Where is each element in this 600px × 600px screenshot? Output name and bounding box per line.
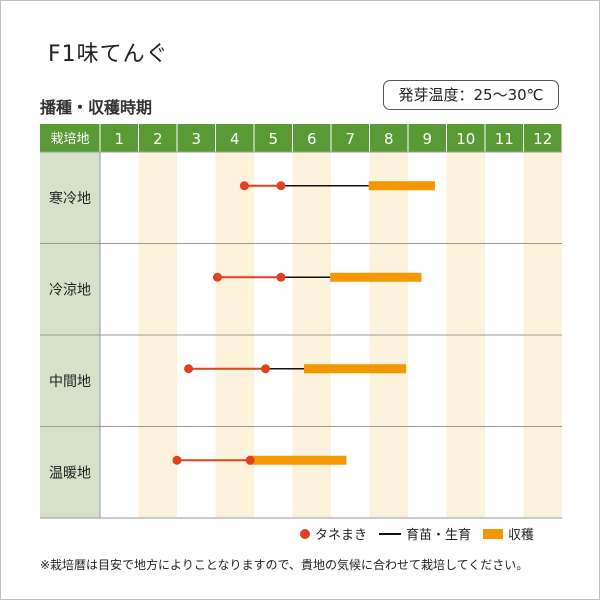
month-label: 11: [495, 130, 514, 148]
header-bar: [40, 124, 562, 152]
month-label: 9: [422, 130, 432, 148]
month-label: 3: [191, 130, 201, 148]
harvest-bar: [330, 272, 422, 282]
month-label: 12: [533, 130, 552, 148]
sowing-start-dot: [239, 181, 249, 191]
sowing-start-dot: [212, 272, 222, 282]
legend-label-harvest: 収穫: [508, 528, 535, 543]
page-title: F1味てんぐ: [48, 42, 169, 67]
month-label: 7: [345, 130, 355, 148]
month-label: 1: [114, 130, 124, 148]
sowing-end-dot: [245, 455, 255, 465]
legend-label-sowing: タネまき: [315, 528, 368, 543]
sowing-end-dot: [276, 181, 286, 191]
harvest-bar: [304, 364, 407, 374]
region-label: 冷涼地: [49, 282, 91, 298]
sowing-end-dot: [276, 272, 286, 282]
sowing-dot-icon: [300, 528, 310, 539]
legend-item-sowing: タネまき: [300, 524, 367, 543]
temperature-note: 発芽温度：25～30℃: [383, 80, 559, 110]
harvest-bar-icon: [483, 528, 504, 539]
sowing-start-dot: [172, 455, 182, 465]
harvest-bar: [248, 455, 347, 465]
month-label: 6: [307, 130, 317, 148]
footnote: ※栽培暦は目安で地方によりことなりますので、貴地の気候に合わせて栽培してください…: [40, 558, 529, 572]
harvest-bar: [368, 181, 435, 191]
month-label: 2: [153, 130, 163, 148]
month-label: 5: [268, 130, 278, 148]
region-label: 寒冷地: [49, 190, 91, 207]
region-label: 中間地: [49, 374, 91, 390]
month-label: 4: [230, 130, 240, 148]
header-label: 栽培地: [50, 131, 89, 147]
month-label: 8: [384, 130, 394, 148]
legend-item-growing: 育苗・生育: [379, 524, 471, 543]
growing-line-icon: [379, 532, 402, 535]
region-label: 温暖地: [49, 465, 91, 481]
legend: タネまき 育苗・生育 収穫: [300, 524, 534, 543]
sowing-end-dot: [261, 364, 271, 374]
legend-item-harvest: 収穫: [483, 524, 534, 543]
chart-subtitle: 播種・収穫時期: [40, 98, 153, 117]
sowing-start-dot: [184, 364, 194, 374]
legend-label-growing: 育苗・生育: [406, 528, 472, 543]
month-label: 10: [456, 130, 475, 148]
